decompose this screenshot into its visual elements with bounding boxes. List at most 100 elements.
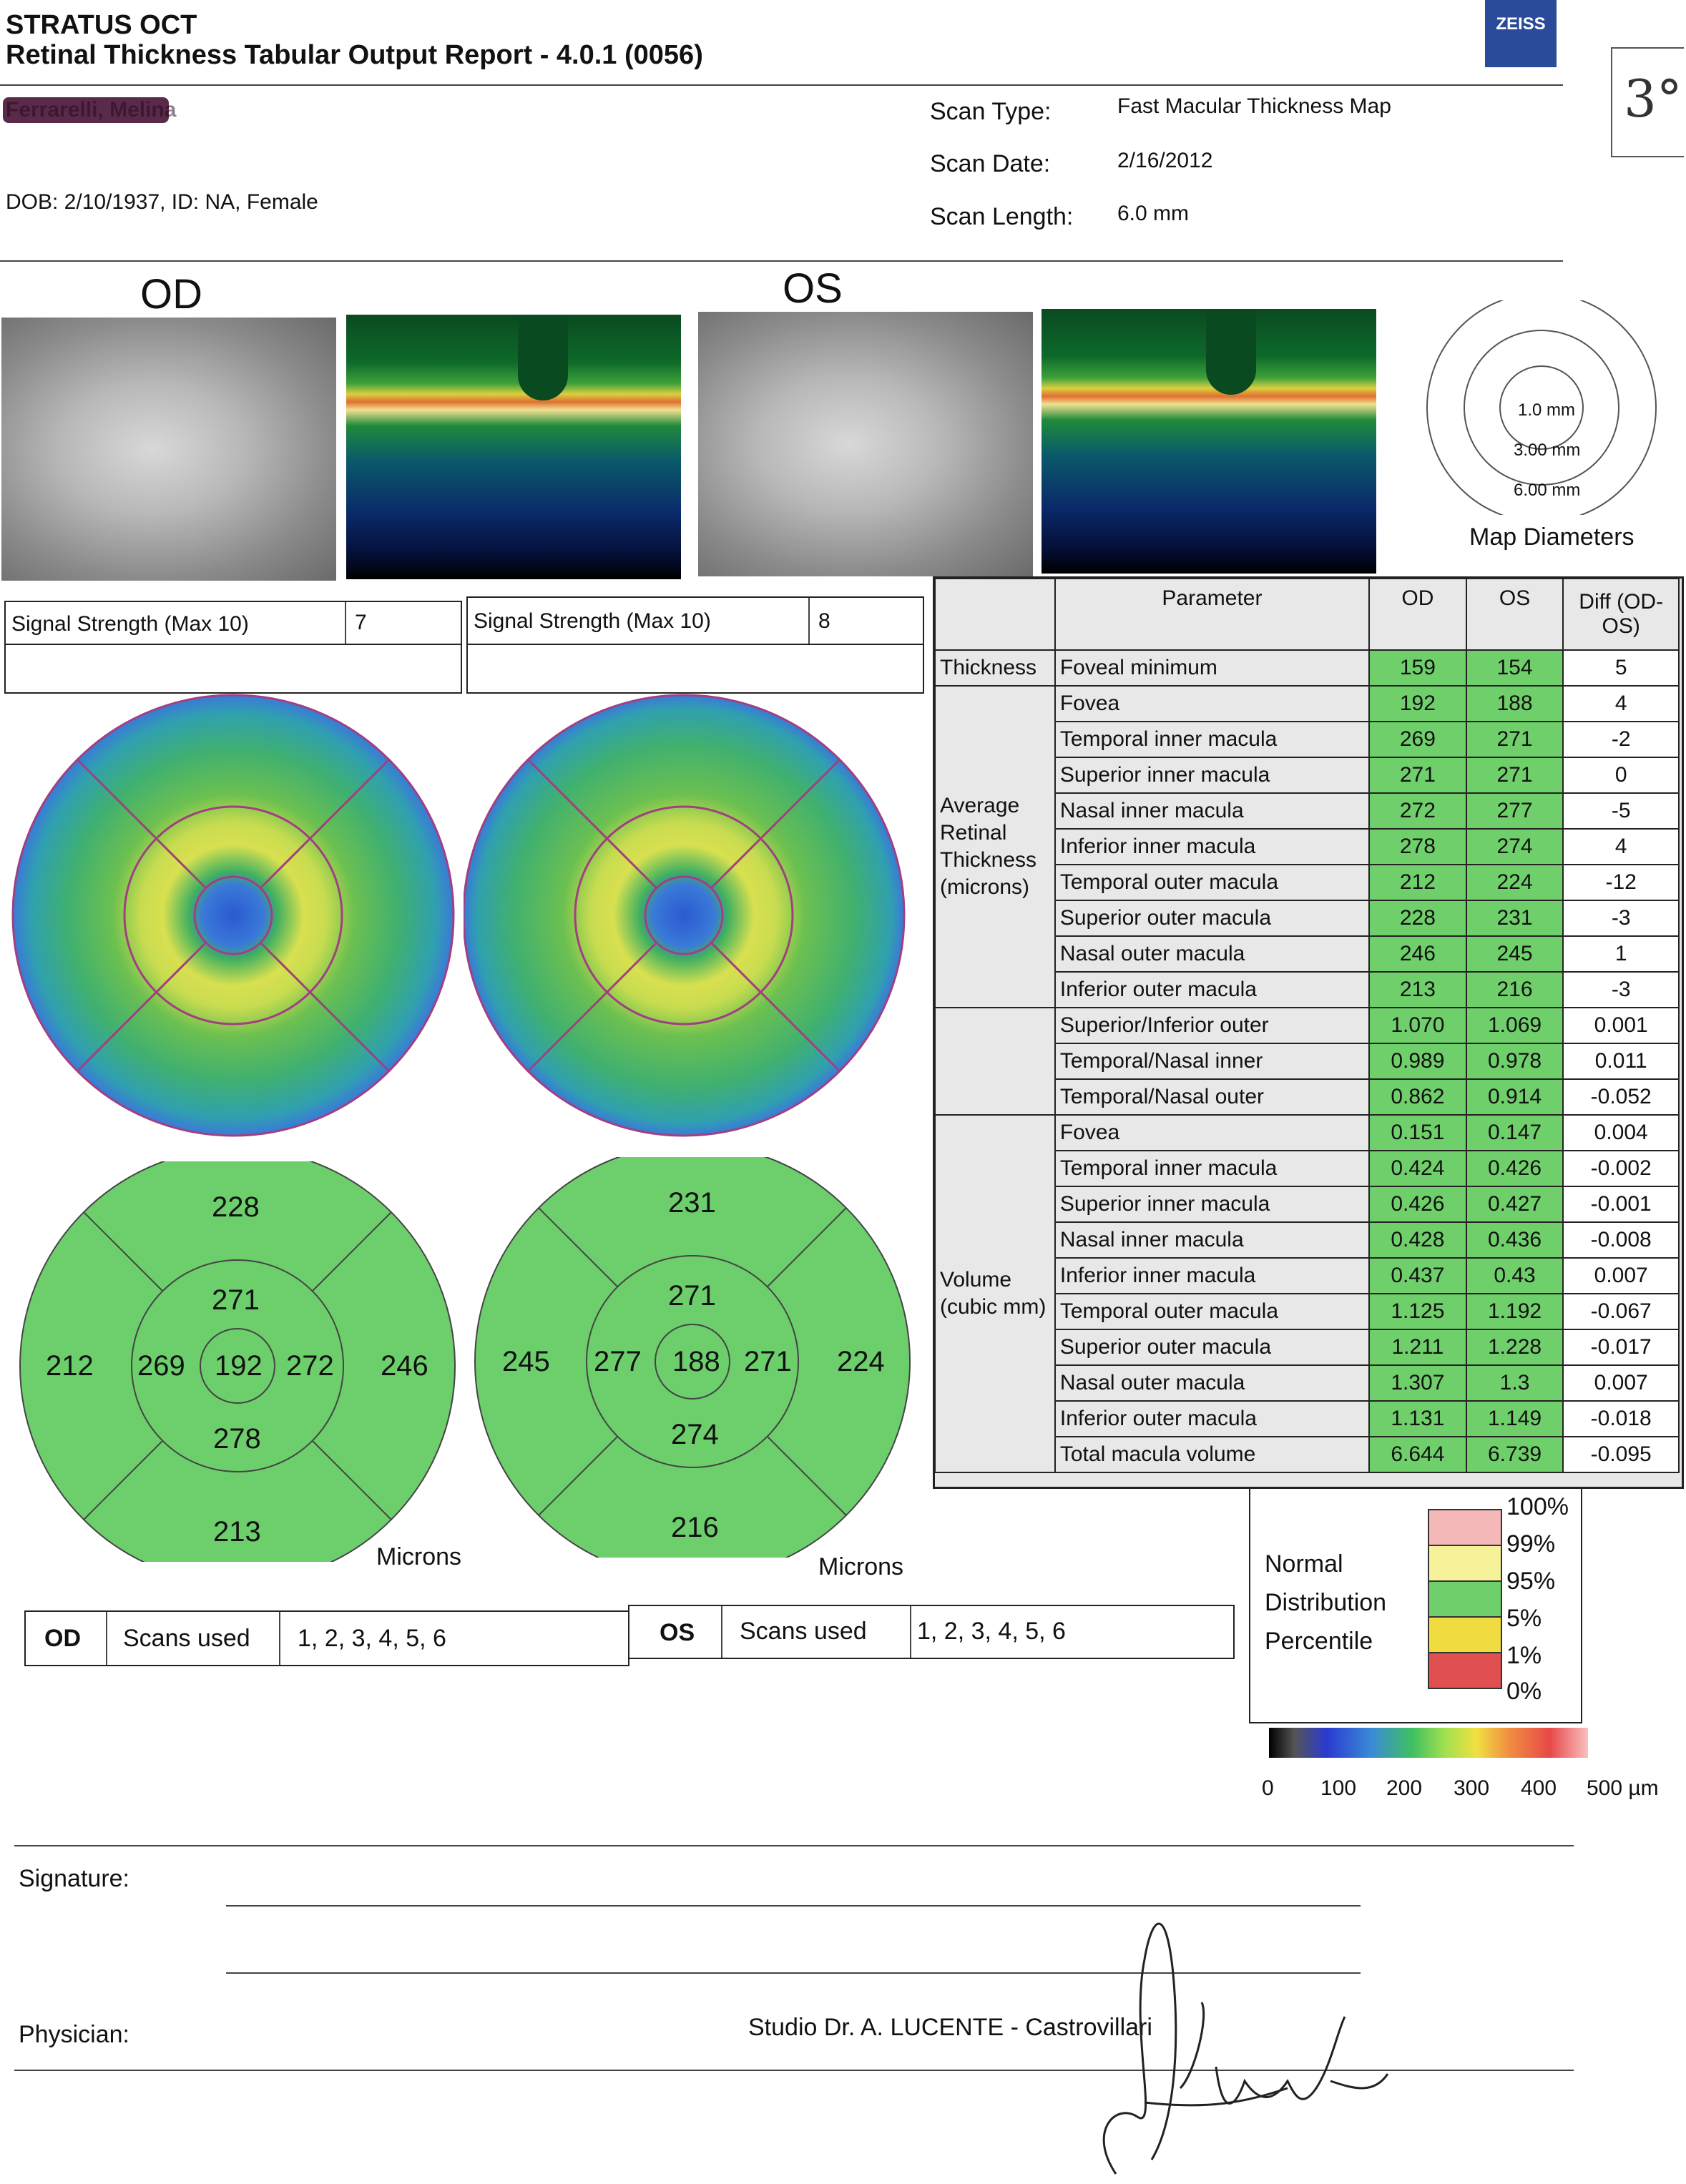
os-thickness-map bbox=[464, 694, 906, 1137]
row-od: 1.307 bbox=[1368, 1364, 1467, 1402]
row-diff: 0.001 bbox=[1562, 1007, 1680, 1044]
os-inner-superior: 271 bbox=[668, 1280, 716, 1312]
patient-info: DOB: 2/10/1937, ID: NA, Female bbox=[6, 190, 318, 214]
os-label: OS bbox=[783, 265, 843, 312]
map-diameters-diagram bbox=[1426, 300, 1657, 515]
od-inner-temporal: 269 bbox=[137, 1350, 185, 1382]
os-signal-box: Signal Strength (Max 10) 8 bbox=[466, 596, 924, 645]
map-diameters-caption: Map Diameters bbox=[1469, 523, 1634, 551]
row-diff: 4 bbox=[1562, 828, 1680, 865]
row-od: 0.424 bbox=[1368, 1150, 1467, 1187]
os-microns-label: Microns bbox=[818, 1553, 904, 1580]
colorbar-tick-400: 400 bbox=[1521, 1776, 1557, 1800]
os-inner-temporal: 277 bbox=[594, 1346, 642, 1377]
row-param: Superior outer macula bbox=[1054, 900, 1371, 937]
product-name: STRATUS OCT bbox=[6, 10, 197, 40]
od-label: OD bbox=[140, 271, 202, 318]
row-diff: -0.067 bbox=[1562, 1293, 1680, 1330]
os-signal-empty-row bbox=[466, 644, 924, 694]
os-scans-used-box: OS Scans used 1, 2, 3, 4, 5, 6 bbox=[628, 1605, 1235, 1659]
legend-title-3: Percentile bbox=[1265, 1628, 1373, 1655]
colorbar-tick-200: 200 bbox=[1386, 1776, 1423, 1800]
row-os: 245 bbox=[1465, 935, 1564, 973]
row-os: 0.43 bbox=[1465, 1257, 1564, 1294]
colorbar-tick-0: 0 bbox=[1262, 1776, 1274, 1800]
handwritten-note: 3° bbox=[1624, 69, 1682, 129]
legend-tick-0: 0% bbox=[1506, 1678, 1542, 1705]
row-od: 1.211 bbox=[1368, 1329, 1467, 1366]
row-od: 213 bbox=[1368, 971, 1467, 1008]
os-fovea-dip bbox=[1206, 309, 1256, 395]
legend-swatch-light-yellow bbox=[1428, 1545, 1502, 1582]
row-param: Nasal outer macula bbox=[1054, 935, 1371, 973]
patient-name: Ferrarelli, Melina bbox=[6, 98, 177, 122]
row-param: Superior inner macula bbox=[1054, 1186, 1371, 1223]
header-od: OD bbox=[1368, 578, 1467, 651]
os-sector-map bbox=[474, 1157, 911, 1558]
od-bscan-image bbox=[346, 315, 681, 579]
row-od: 1.125 bbox=[1368, 1293, 1467, 1330]
od-outer-temporal: 212 bbox=[46, 1350, 94, 1382]
od-sector-map bbox=[19, 1161, 456, 1562]
row-os: 216 bbox=[1465, 971, 1564, 1008]
od-signal-value: 7 bbox=[355, 611, 367, 634]
od-scans-eye: OD bbox=[44, 1625, 81, 1652]
footer-top-divider bbox=[14, 1845, 1574, 1846]
od-signal-empty-row bbox=[4, 644, 462, 694]
signature-line-1 bbox=[226, 1905, 1361, 1907]
od-inner-nasal: 272 bbox=[286, 1350, 334, 1382]
od-outer-superior: 228 bbox=[212, 1191, 260, 1223]
row-diff: -0.008 bbox=[1562, 1221, 1680, 1259]
legend-tick-5: 5% bbox=[1506, 1605, 1542, 1632]
row-od: 246 bbox=[1368, 935, 1467, 973]
os-scans-value: 1, 2, 3, 4, 5, 6 bbox=[917, 1618, 1066, 1645]
parameter-table: Parameter OD OS Diff (OD-OS) Thickness F… bbox=[934, 578, 1680, 1473]
row-diff: -3 bbox=[1562, 900, 1680, 937]
thickness-color-bar bbox=[1269, 1728, 1588, 1758]
row-diff: -0.095 bbox=[1562, 1436, 1680, 1473]
group-ratio-blank bbox=[934, 1007, 1056, 1116]
scan-date-value: 2/16/2012 bbox=[1117, 149, 1213, 172]
row-od: 212 bbox=[1368, 864, 1467, 901]
row-os: 6.739 bbox=[1465, 1436, 1564, 1473]
row-diff: 1 bbox=[1562, 935, 1680, 973]
row-od: 0.989 bbox=[1368, 1043, 1467, 1080]
os-scans-eye: OS bbox=[660, 1619, 695, 1646]
row-diff: -0.018 bbox=[1562, 1400, 1680, 1437]
zeiss-logo-text: ZEISS bbox=[1496, 14, 1546, 34]
group-thickness: Thickness bbox=[934, 649, 1056, 687]
od-outer-inferior: 213 bbox=[213, 1516, 261, 1548]
os-scans-divider-2 bbox=[910, 1606, 911, 1658]
row-param: Inferior outer macula bbox=[1054, 1400, 1371, 1437]
row-od: 192 bbox=[1368, 685, 1467, 722]
os-signal-value: 8 bbox=[818, 609, 830, 633]
od-scans-label: Scans used bbox=[123, 1625, 250, 1652]
row-od: 1.070 bbox=[1368, 1007, 1467, 1044]
row-param: Inferior outer macula bbox=[1054, 971, 1371, 1008]
row-param: Temporal outer macula bbox=[1054, 864, 1371, 901]
row-param: Nasal inner macula bbox=[1054, 792, 1371, 830]
studio-name: Studio Dr. A. LUCENTE - Castrovillari bbox=[748, 2014, 1152, 2041]
od-scans-divider-2 bbox=[279, 1612, 280, 1665]
row-os: 1.192 bbox=[1465, 1293, 1564, 1330]
row-diff: -0.052 bbox=[1562, 1078, 1680, 1116]
legend-title-2: Distribution bbox=[1265, 1589, 1387, 1616]
scan-length-value: 6.0 mm bbox=[1117, 202, 1190, 225]
signature-line-2 bbox=[226, 1972, 1361, 1974]
row-diff: 0.004 bbox=[1562, 1114, 1680, 1151]
row-os: 1.228 bbox=[1465, 1329, 1564, 1366]
row-od: 1.131 bbox=[1368, 1400, 1467, 1437]
row-os: 154 bbox=[1465, 649, 1564, 687]
row-diff: -5 bbox=[1562, 792, 1680, 830]
info-divider bbox=[0, 260, 1563, 262]
od-fundus-image bbox=[1, 318, 336, 581]
od-scans-divider-1 bbox=[106, 1612, 107, 1665]
diameter-1mm: 1.0 mm bbox=[1518, 400, 1576, 420]
od-signal-divider bbox=[345, 602, 346, 644]
od-signal-label: Signal Strength (Max 10) bbox=[11, 612, 249, 636]
row-param: Temporal/Nasal inner bbox=[1054, 1043, 1371, 1080]
legend-swatch-pink bbox=[1428, 1509, 1502, 1546]
os-fundus-image bbox=[698, 312, 1033, 576]
legend-swatch-red bbox=[1428, 1652, 1502, 1689]
od-inner-superior: 271 bbox=[212, 1284, 260, 1316]
